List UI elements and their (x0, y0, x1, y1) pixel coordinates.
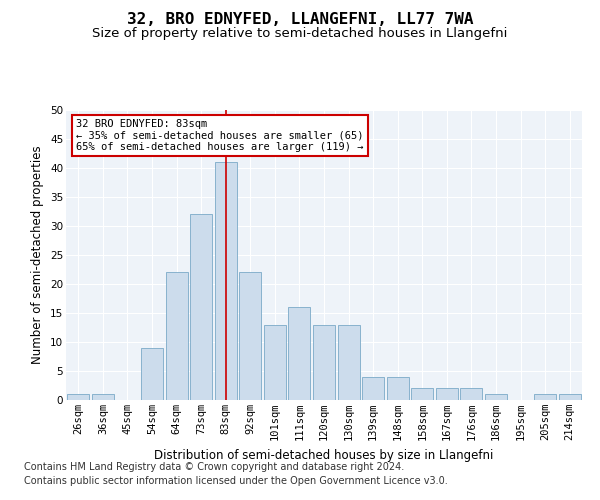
Bar (166, 272, 188, 400)
Bar (534, 394, 556, 400)
Y-axis label: Number of semi-detached properties: Number of semi-detached properties (31, 146, 44, 364)
Text: Contains public sector information licensed under the Open Government Licence v3: Contains public sector information licen… (24, 476, 448, 486)
Bar (313, 324, 335, 400)
Bar (485, 394, 507, 400)
Text: 32, BRO EDNYFED, LLANGEFNI, LL77 7WA: 32, BRO EDNYFED, LLANGEFNI, LL77 7WA (127, 12, 473, 28)
Bar (386, 377, 409, 400)
Bar (559, 394, 581, 400)
Bar (411, 388, 433, 400)
Bar (141, 348, 163, 400)
Text: Contains HM Land Registry data © Crown copyright and database right 2024.: Contains HM Land Registry data © Crown c… (24, 462, 404, 472)
Bar (436, 388, 458, 400)
X-axis label: Distribution of semi-detached houses by size in Llangefni: Distribution of semi-detached houses by … (154, 448, 494, 462)
Bar (362, 377, 384, 400)
Bar (338, 324, 359, 400)
Bar (215, 162, 237, 400)
Bar (239, 272, 262, 400)
Text: Size of property relative to semi-detached houses in Llangefni: Size of property relative to semi-detach… (92, 28, 508, 40)
Text: 32 BRO EDNYFED: 83sqm
← 35% of semi-detached houses are smaller (65)
65% of semi: 32 BRO EDNYFED: 83sqm ← 35% of semi-deta… (76, 118, 364, 152)
Bar (190, 214, 212, 400)
Bar (264, 324, 286, 400)
Bar (460, 388, 482, 400)
Bar (67, 394, 89, 400)
Bar (289, 307, 310, 400)
Bar (92, 394, 114, 400)
